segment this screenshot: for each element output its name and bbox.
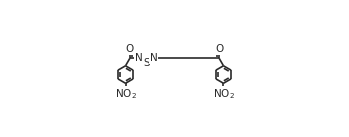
- Text: O: O: [215, 45, 223, 55]
- Text: S: S: [143, 58, 149, 68]
- Text: O: O: [126, 45, 134, 55]
- Text: N: N: [150, 53, 158, 63]
- Text: NO$_2$: NO$_2$: [114, 87, 136, 101]
- Text: N: N: [135, 53, 142, 63]
- Text: NO$_2$: NO$_2$: [213, 87, 235, 101]
